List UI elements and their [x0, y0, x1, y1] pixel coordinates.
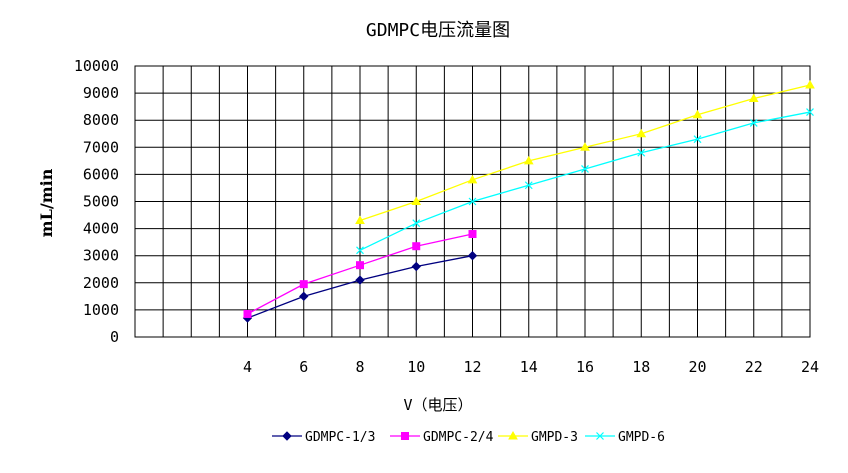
y-tick-label: 4000 [83, 220, 119, 238]
data-point [749, 118, 758, 127]
legend-item: GMPD-6 [585, 430, 665, 445]
y-tick-label: 10000 [74, 57, 119, 75]
legend-marker [596, 432, 604, 440]
legend-label: GDMPC-2/4 [423, 430, 494, 445]
data-point [806, 108, 814, 116]
y-tick-label: 8000 [83, 111, 119, 129]
legend-marker [282, 431, 292, 441]
data-point [411, 261, 421, 272]
legend: GDMPC-1/3 GDMPC-2/4 GMPD-3 GMPD-6 [272, 430, 665, 445]
legend-item: GDMPC-1/3 [272, 430, 375, 445]
x-tick-label: 16 [576, 358, 594, 376]
x-tick-label: 12 [463, 358, 481, 376]
y-tick-label: 5000 [83, 193, 119, 211]
data-point [524, 181, 533, 190]
x-axis-label: V（电压） [403, 396, 472, 414]
data-point [299, 291, 309, 302]
data-point [467, 174, 478, 184]
legend-item: GMPD-3 [498, 430, 578, 445]
data-point [243, 309, 252, 318]
x-tick-label: 8 [355, 358, 364, 376]
data-point [805, 79, 815, 89]
data-point [356, 246, 364, 255]
legend-label: GMPD-6 [618, 430, 665, 445]
series-GMPD-3 [355, 79, 815, 224]
series-GMPD-6 [356, 108, 814, 255]
data-point [468, 230, 477, 239]
legend-marker [401, 432, 409, 440]
data-point [412, 242, 421, 251]
data-point [523, 155, 534, 165]
data-point [299, 280, 308, 289]
data-point [692, 109, 703, 119]
data-point [637, 148, 646, 157]
x-tick-label: 10 [407, 358, 425, 376]
data-point [581, 165, 589, 173]
data-point [467, 250, 478, 261]
x-tick-labels: 4 6 8 10 12 14 16 18 20 22 24 [243, 358, 819, 376]
legend-label: GMPD-3 [531, 430, 578, 445]
y-tick-label: 3000 [83, 247, 119, 265]
y-tick-label: 7000 [83, 138, 119, 156]
legend-label: GDMPC-1/3 [305, 430, 375, 445]
data-point [580, 142, 590, 151]
legend-item: GDMPC-2/4 [390, 430, 494, 445]
data-point [693, 135, 702, 144]
series-layer [242, 79, 815, 323]
y-tick-label: 0 [110, 328, 119, 346]
x-tick-label: 14 [520, 358, 538, 376]
y-tick-labels: 0 1000 2000 3000 4000 5000 6000 7000 8000 9000 100… [74, 57, 119, 346]
data-point [411, 196, 422, 205]
data-point [636, 128, 647, 138]
data-point [748, 93, 759, 103]
data-point [355, 275, 365, 285]
x-tick-label: 6 [299, 358, 308, 376]
data-point [355, 215, 365, 224]
x-tick-label: 18 [632, 358, 650, 376]
chart-title: GDMPC电压流量图 [366, 20, 510, 41]
legend-marker [508, 430, 518, 440]
y-tick-label: 9000 [83, 84, 119, 102]
x-tick-label: 24 [801, 358, 819, 376]
y-tick-label: 2000 [83, 274, 119, 292]
x-tick-label: 4 [243, 358, 252, 376]
x-tick-label: 22 [745, 358, 763, 376]
x-tick-label: 20 [688, 358, 706, 376]
data-point [356, 261, 364, 270]
data-point [412, 219, 421, 228]
y-tick-label: 1000 [83, 301, 119, 319]
y-axis-label: mL/min [37, 168, 56, 237]
data-point [468, 197, 477, 206]
series-GDMPC-2/4 [243, 230, 477, 318]
y-tick-label: 6000 [83, 165, 119, 183]
